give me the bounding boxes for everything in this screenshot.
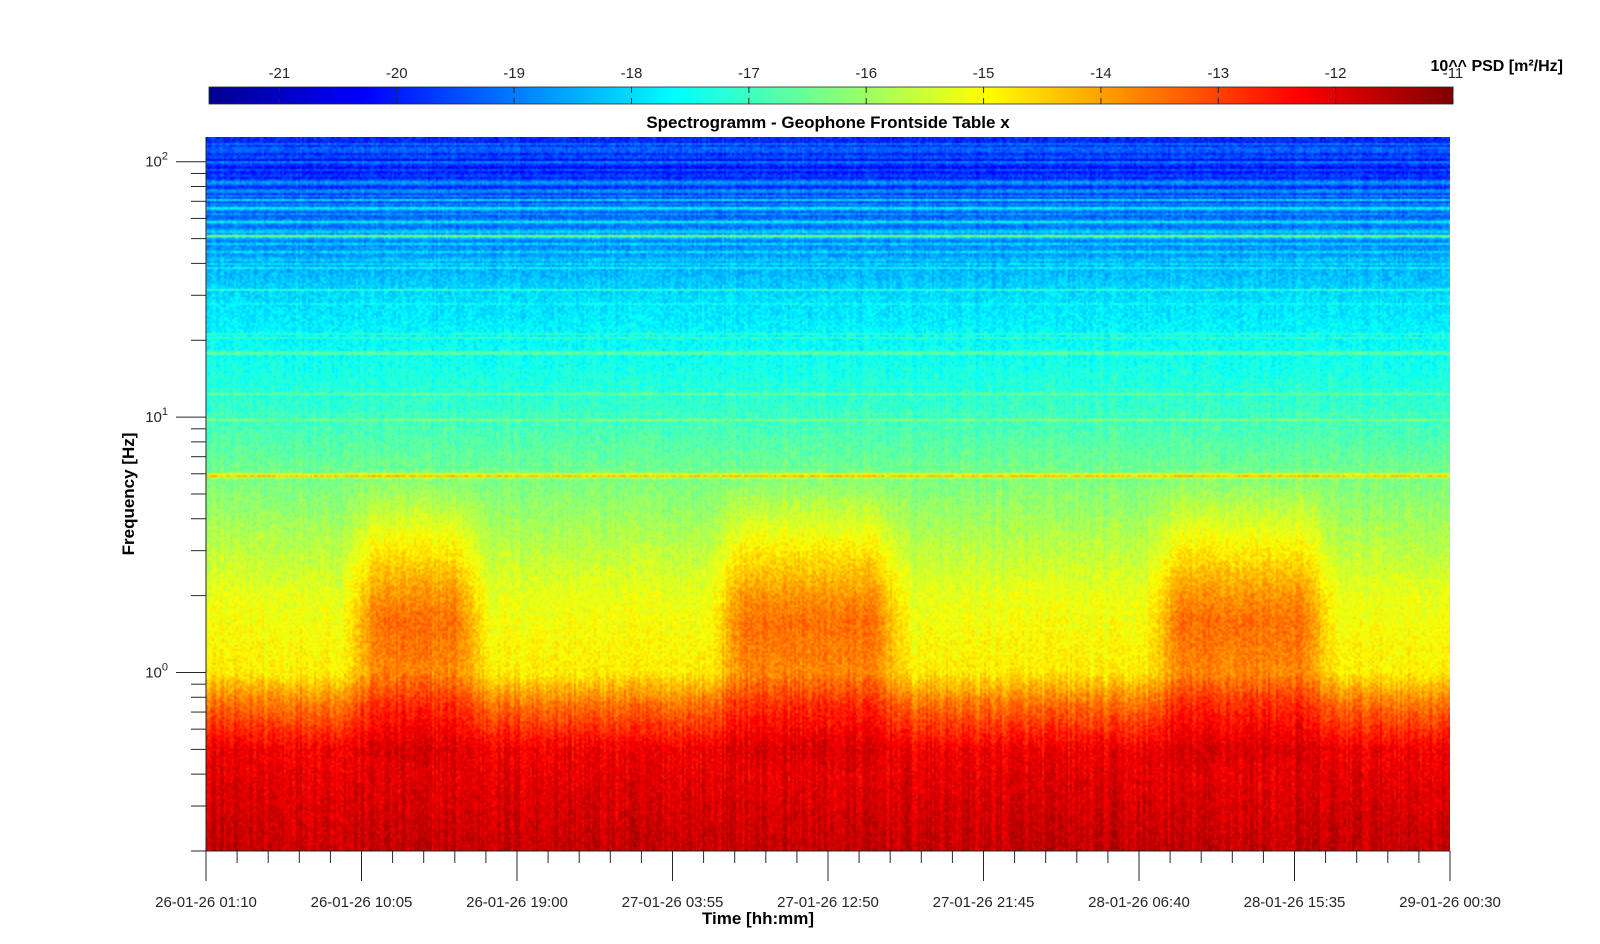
- x-axis: 26-01-26 01:10 26-01-26 10:05 26-01-26 19:…: [155, 850, 1501, 928]
- y-axis-ticks: 100 101 102: [145, 151, 206, 852]
- x-tick-label: 27-01-26 12:50: [777, 894, 879, 911]
- colorbar-tick-label: -21: [269, 65, 291, 82]
- colorbar-tick-label: -14: [1090, 65, 1112, 82]
- y-axis-title: Frequency [Hz]: [119, 433, 138, 556]
- x-tick-label: 26-01-26 01:10: [155, 894, 257, 911]
- colorbar-gradient: [208, 86, 1454, 105]
- y-tick-label: 100: [145, 662, 168, 682]
- x-axis-title: Time [hh:mm]: [702, 909, 814, 928]
- spectrogram-plot: [206, 137, 1450, 851]
- colorbar-ticks: -21 -20 -19 -18 -17 -16 -15 -14 -13 -12 -11: [269, 65, 1464, 104]
- x-tick-label: 26-01-26 19:00: [466, 894, 568, 911]
- colorbar-tick-label: -13: [1207, 65, 1229, 82]
- x-axis-ticks: 26-01-26 01:10 26-01-26 10:05 26-01-26 19:…: [155, 851, 1501, 911]
- colorbar-tick-label: -15: [973, 65, 995, 82]
- x-tick-label: 28-01-26 15:35: [1244, 894, 1346, 911]
- colorbar: -21 -20 -19 -18 -17 -16 -15 -14 -13 -12 -11 10^^ P…: [208, 58, 1563, 105]
- x-tick-label: 27-01-26 03:55: [622, 894, 724, 911]
- colorbar-label: 10^^ PSD [m²/Hz]: [1431, 58, 1563, 75]
- y-axis: 100 101 102 Frequency [Hz]: [119, 137, 207, 852]
- y-tick-label: 101: [145, 406, 168, 426]
- colorbar-tick-label: -20: [386, 65, 408, 82]
- x-tick-label: 28-01-26 06:40: [1088, 894, 1190, 911]
- x-tick-label: 26-01-26 10:05: [311, 894, 413, 911]
- colorbar-tick-label: -19: [503, 65, 525, 82]
- y-tick-label: 102: [145, 151, 168, 171]
- x-tick-label: 27-01-26 21:45: [933, 894, 1035, 911]
- colorbar-tick-label: -11: [1443, 65, 1464, 82]
- x-tick-label: 29-01-26 00:30: [1399, 894, 1501, 911]
- spectrogram-heatmap: [206, 137, 1450, 851]
- colorbar-tick-label: -12: [1325, 65, 1347, 82]
- colorbar-tick-label: -18: [621, 65, 643, 82]
- colorbar-tick-label: -16: [855, 65, 877, 82]
- colorbar-tick-label: -17: [738, 65, 760, 82]
- chart-title: Spectrogramm - Geophone Frontside Table …: [646, 113, 1010, 132]
